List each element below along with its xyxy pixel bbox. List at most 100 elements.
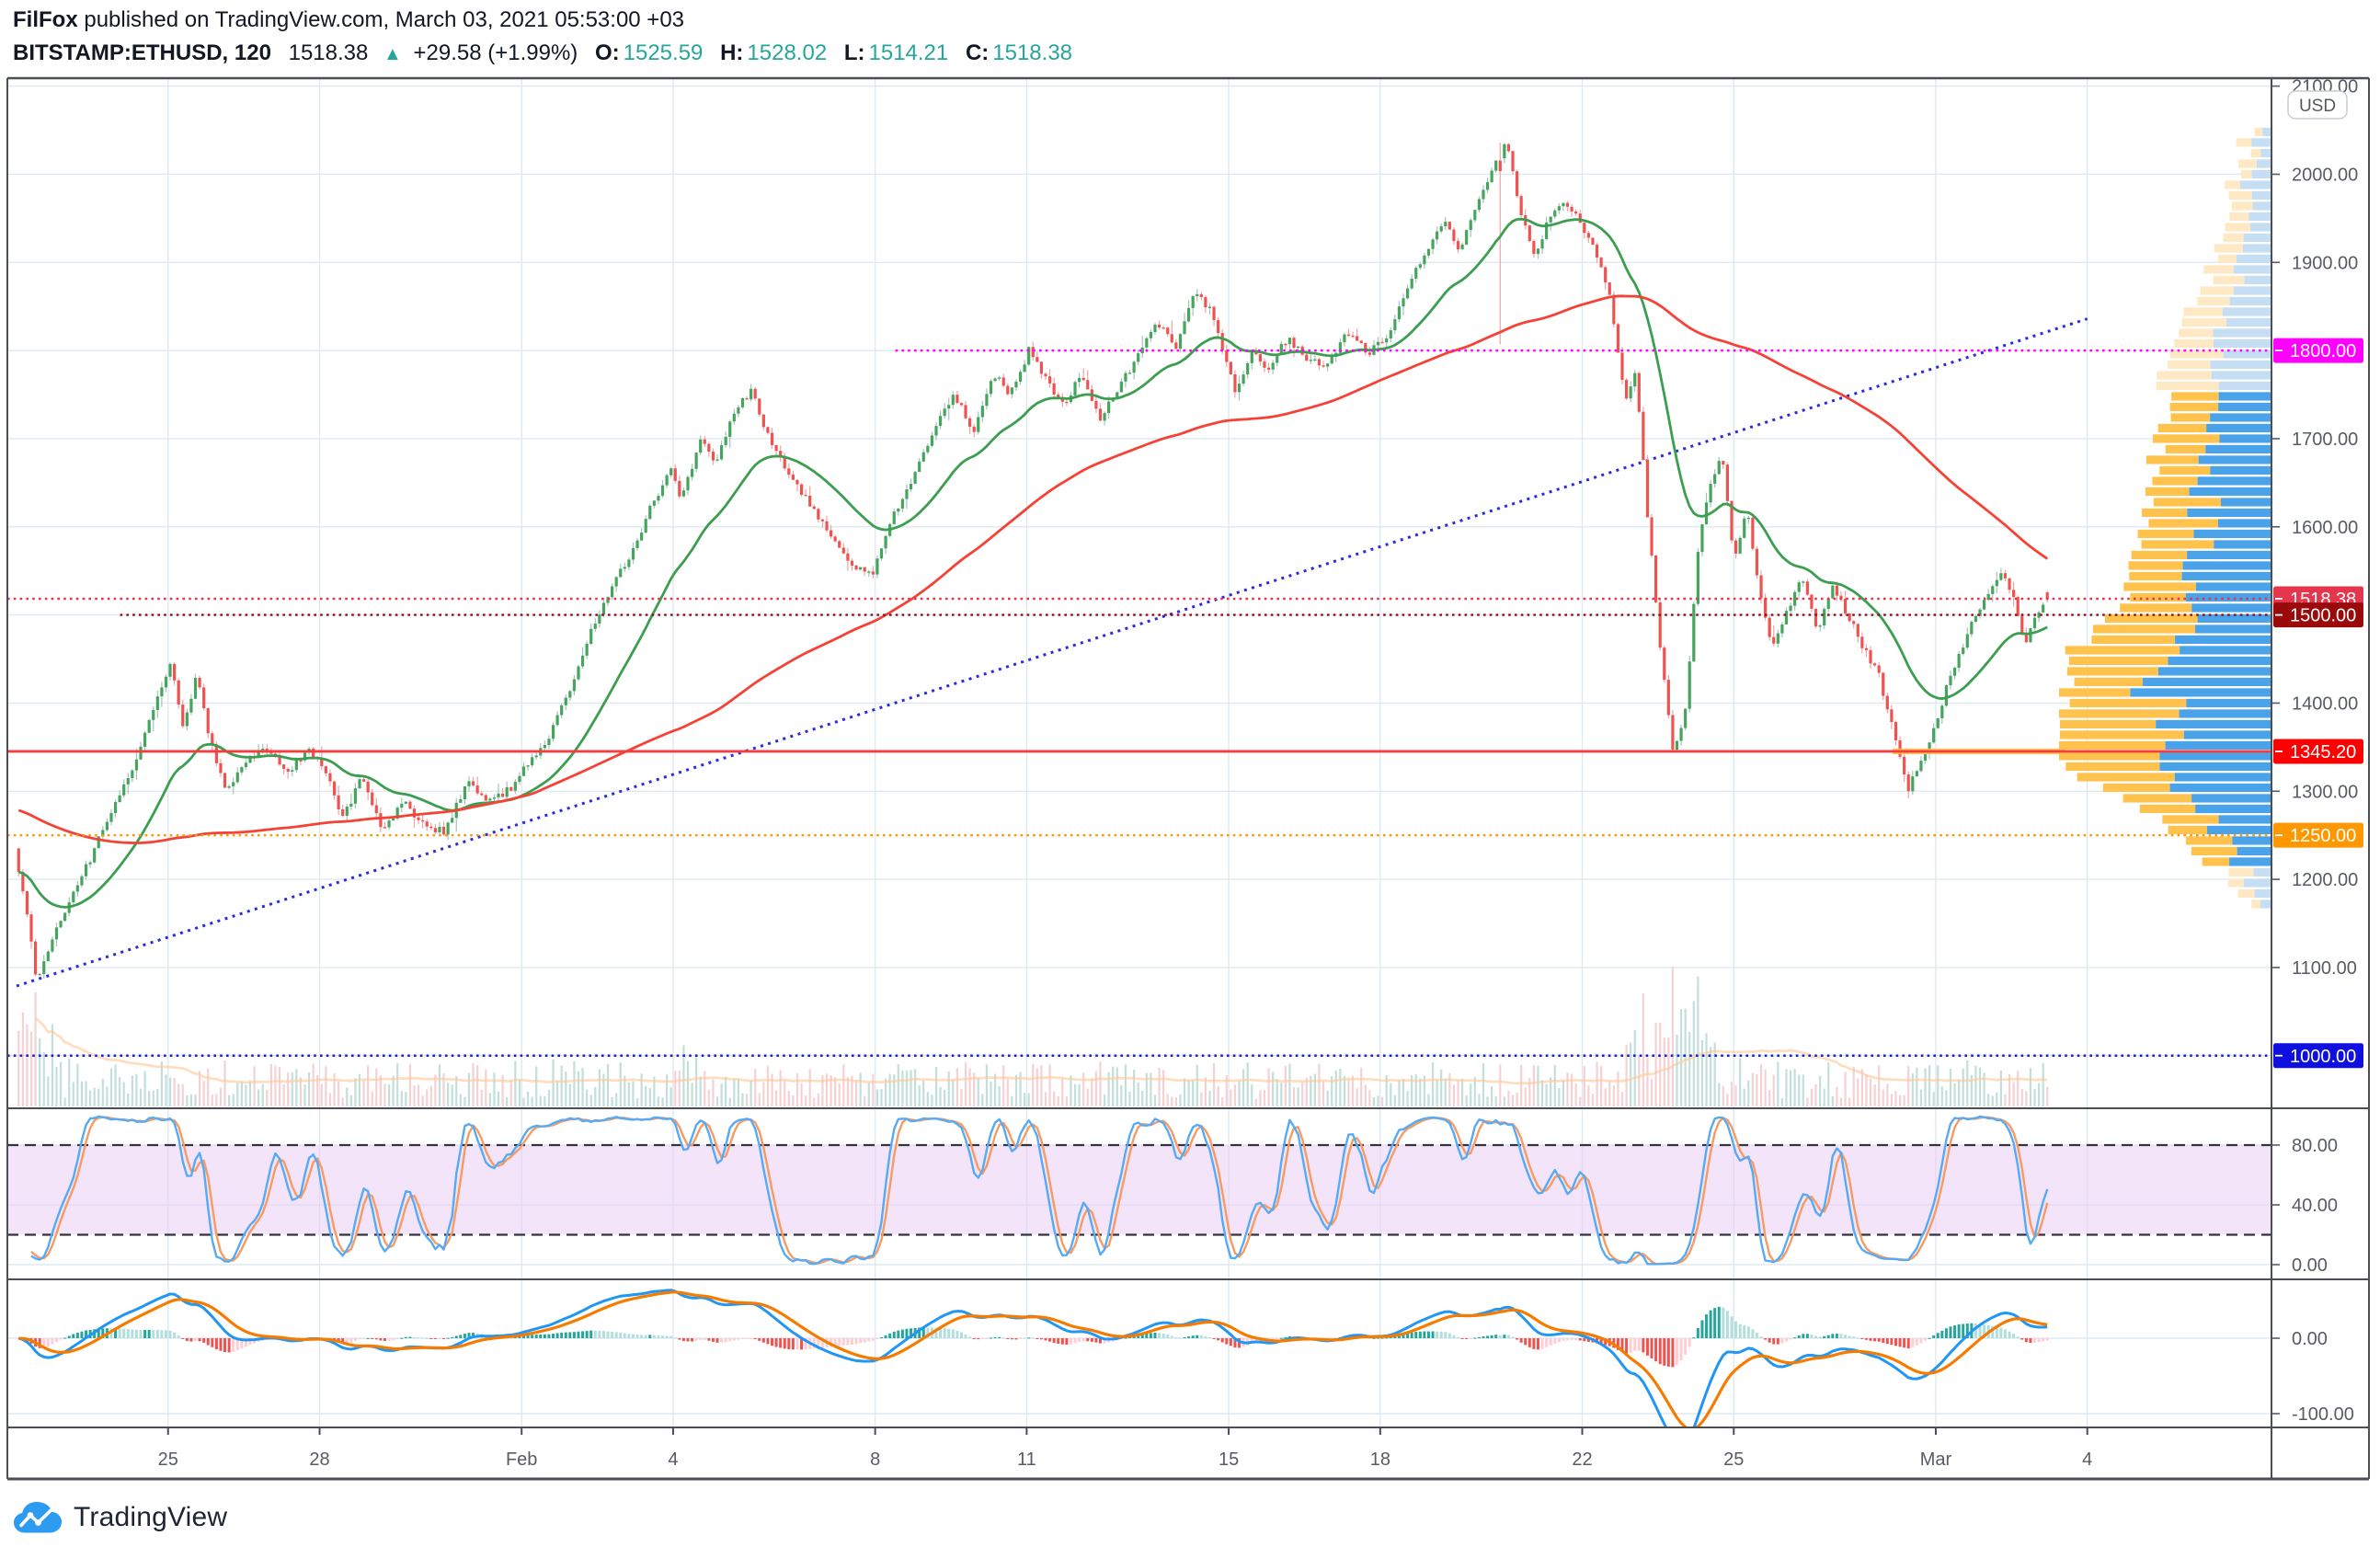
- candle-body: [930, 435, 934, 446]
- candle-body: [2024, 632, 2028, 643]
- volume-bar: [1491, 1086, 1493, 1106]
- macd-histogram-bar: [1974, 1323, 1977, 1338]
- volume-bar: [918, 1085, 921, 1106]
- candle-body: [1725, 464, 1730, 501]
- volume-bar: [1457, 1081, 1459, 1106]
- price-tag[interactable]: [2273, 602, 2363, 628]
- trend-line[interactable]: [16, 317, 2088, 988]
- macd-histogram-bar: [817, 1338, 820, 1348]
- macd-histogram-bar: [534, 1335, 538, 1338]
- candle-body: [657, 496, 660, 501]
- candle-body: [1936, 717, 1939, 728]
- macd-histogram-bar: [1625, 1338, 1629, 1354]
- time-axis[interactable]: 25 28 Feb 4 8 11 15 18 22 25 Mar 4: [158, 1427, 2093, 1470]
- volume-bar: [834, 1077, 837, 1106]
- macd-histogram-bar: [51, 1338, 54, 1345]
- profile-sell-bar: [2129, 571, 2182, 581]
- volume-bar: [1460, 1079, 1464, 1106]
- candle-body: [833, 536, 837, 542]
- macd-histogram-bar: [42, 1338, 46, 1348]
- candle-body: [1642, 411, 1645, 460]
- volume-bar: [194, 1094, 197, 1106]
- candle-body: [1157, 324, 1161, 328]
- profile-buy-bar: [2244, 275, 2271, 285]
- candle-body: [1675, 740, 1679, 751]
- candle-body: [1730, 500, 1734, 541]
- candle-body: [513, 782, 517, 791]
- volume-bar: [1070, 1075, 1072, 1106]
- macd-histogram-bar: [1734, 1321, 1738, 1338]
- price-tag[interactable]: [2273, 338, 2363, 363]
- macd-histogram-bar: [1149, 1333, 1152, 1338]
- volume-bar: [901, 1070, 904, 1106]
- volume-bar: [211, 1094, 213, 1106]
- candle-body: [1818, 625, 1822, 627]
- volume-bar: [518, 1079, 521, 1106]
- macd-histogram-bar: [214, 1338, 218, 1350]
- volume-bar: [97, 1088, 100, 1106]
- macd-histogram-bar: [1780, 1338, 1784, 1344]
- macd-histogram-bar: [1199, 1335, 1203, 1338]
- macd-histogram-bar: [1583, 1338, 1586, 1342]
- candle-body: [1915, 771, 1918, 777]
- price-tag[interactable]: [2273, 1043, 2363, 1069]
- price-tag-label: 1345.20: [2290, 742, 2356, 762]
- candle-body: [63, 912, 67, 922]
- candle-body: [291, 770, 294, 772]
- candle-body: [1199, 293, 1203, 298]
- price-tag[interactable]: [2273, 822, 2363, 848]
- candle-body: [1848, 613, 1851, 622]
- tradingview-attribution[interactable]: TradingView: [13, 1501, 227, 1534]
- volume-bar: [1836, 1086, 1838, 1106]
- volume-bar: [1625, 1045, 1628, 1106]
- volume-bar: [1141, 1090, 1144, 1106]
- volume-bar: [910, 1070, 912, 1106]
- candle-body: [2008, 578, 2011, 590]
- price-axis[interactable]: 2100.002000.001900.001700.001600.001400.…: [2271, 77, 2363, 1425]
- candle-body: [84, 864, 88, 877]
- volume-bar: [248, 1080, 252, 1106]
- volume-bar: [1710, 1047, 1712, 1106]
- candle-body: [1456, 240, 1460, 250]
- macd-histogram-bar: [1212, 1338, 1216, 1339]
- volume-bar: [189, 1094, 193, 1106]
- volume-bar: [1537, 1065, 1539, 1106]
- macd-histogram-bar: [1860, 1338, 1864, 1340]
- volume-bar: [501, 1074, 504, 1106]
- volume-bar: [1620, 1092, 1624, 1106]
- volume-bar: [1574, 1083, 1577, 1106]
- candle-body: [341, 808, 345, 816]
- volume-bar: [447, 1083, 450, 1106]
- level-lines-layer[interactable]: [7, 349, 2271, 1057]
- candle-body: [804, 494, 807, 497]
- macd-histogram-bar: [1873, 1338, 1877, 1342]
- grid-layer: [7, 78, 2271, 1427]
- macd-histogram-bar: [1658, 1338, 1662, 1365]
- candle-body: [543, 745, 546, 749]
- candle-body: [589, 628, 593, 645]
- candle-body: [1031, 347, 1035, 358]
- volume-bar: [707, 1089, 710, 1106]
- macd-histogram-bar: [97, 1328, 100, 1338]
- macd-histogram-bar: [867, 1338, 871, 1342]
- profile-sell-bar: [2123, 794, 2192, 803]
- currency-button[interactable]: [2287, 90, 2348, 120]
- macd-histogram-bar: [1852, 1336, 1856, 1338]
- price-tag[interactable]: [2273, 739, 2363, 764]
- candle-body: [1856, 624, 1859, 637]
- candle-body: [1952, 668, 1957, 676]
- macd-histogram-bar: [1423, 1331, 1426, 1338]
- candle-body: [1287, 338, 1292, 345]
- candle-body: [1692, 603, 1696, 662]
- volume-bar: [830, 1075, 832, 1106]
- macd-histogram-bar: [648, 1335, 652, 1338]
- macd-tick-label: -100.00: [2292, 1404, 2354, 1425]
- candle-body: [1380, 341, 1384, 344]
- macd-histogram-bar: [1725, 1311, 1729, 1338]
- candle-body: [1608, 282, 1611, 295]
- volume-bar: [307, 1071, 311, 1106]
- volume-bar: [165, 1074, 167, 1106]
- low-label: L:: [843, 40, 865, 65]
- candle-body: [1414, 268, 1418, 279]
